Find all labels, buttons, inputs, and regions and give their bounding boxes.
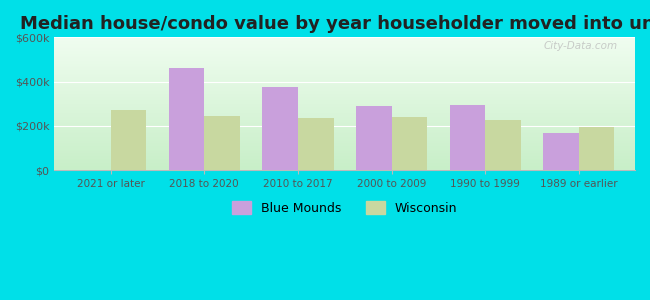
Bar — [450, 105, 485, 170]
Bar — [204, 116, 240, 170]
Bar — [391, 117, 427, 170]
Text: City-Data.com: City-Data.com — [543, 41, 618, 51]
Bar — [298, 118, 333, 170]
Bar — [111, 110, 146, 170]
Bar — [543, 133, 578, 170]
Bar — [169, 68, 204, 170]
Title: Median house/condo value by year householder moved into unit: Median house/condo value by year househo… — [20, 15, 650, 33]
Bar — [485, 120, 521, 170]
Bar — [578, 127, 614, 170]
Legend: Blue Mounds, Wisconsin: Blue Mounds, Wisconsin — [227, 196, 462, 220]
Bar — [356, 106, 391, 170]
Bar — [263, 87, 298, 170]
